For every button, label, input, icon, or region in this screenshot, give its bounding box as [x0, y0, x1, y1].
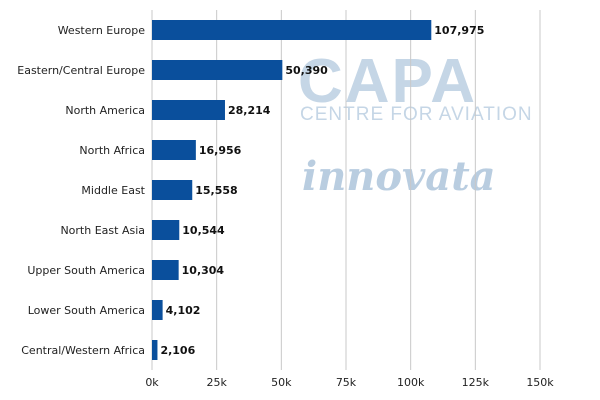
x-tick-label: 0k [145, 376, 159, 389]
category-labels: Western Europe Eastern/Central Europe Nort… [17, 24, 145, 357]
category-label: North America [65, 104, 145, 117]
capa-subtitle-watermark: CENTRE FOR AVIATION [300, 104, 533, 125]
category-label: Central/Western Africa [21, 344, 145, 357]
data-label: 10,544 [182, 224, 225, 237]
category-label: North East Asia [60, 224, 145, 237]
x-tick-label: 100k [397, 376, 425, 389]
category-label: Lower South America [28, 304, 145, 317]
data-label: 50,390 [285, 64, 328, 77]
bar [152, 180, 193, 200]
category-label: Upper South America [27, 264, 145, 277]
x-tick-label: 150k [526, 376, 554, 389]
bar [152, 340, 158, 360]
capa-watermark: CAPA [298, 47, 477, 116]
data-label: 2,106 [160, 344, 195, 357]
bars [152, 20, 432, 360]
bar [152, 20, 432, 40]
x-tick-label: 125k [462, 376, 490, 389]
category-label: Eastern/Central Europe [17, 64, 145, 77]
bar [152, 220, 180, 240]
innovata-watermark: innovata [302, 153, 496, 200]
category-label: Western Europe [58, 24, 146, 37]
bar [152, 100, 225, 120]
x-tick-label: 50k [271, 376, 292, 389]
category-label: North Africa [79, 144, 145, 157]
data-label: 15,558 [195, 184, 237, 197]
bar [152, 300, 163, 320]
data-label: 16,956 [199, 144, 242, 157]
data-label: 4,102 [166, 304, 201, 317]
watermark: CAPA CENTRE FOR AVIATION innovata [298, 47, 533, 200]
value-labels: 107,975 50,390 28,214 16,956 15,558 10,544 10,… [160, 24, 484, 357]
x-axis-ticks: 0k 25k 50k 75k 100k 125k 150k [145, 376, 554, 389]
data-label: 107,975 [434, 24, 484, 37]
data-label: 10,304 [182, 264, 225, 277]
data-label: 28,214 [228, 104, 271, 117]
bar [152, 140, 196, 160]
x-tick-label: 25k [206, 376, 227, 389]
x-tick-label: 75k [336, 376, 357, 389]
bar [152, 60, 283, 80]
bar [152, 260, 179, 280]
category-label: Middle East [81, 184, 145, 197]
